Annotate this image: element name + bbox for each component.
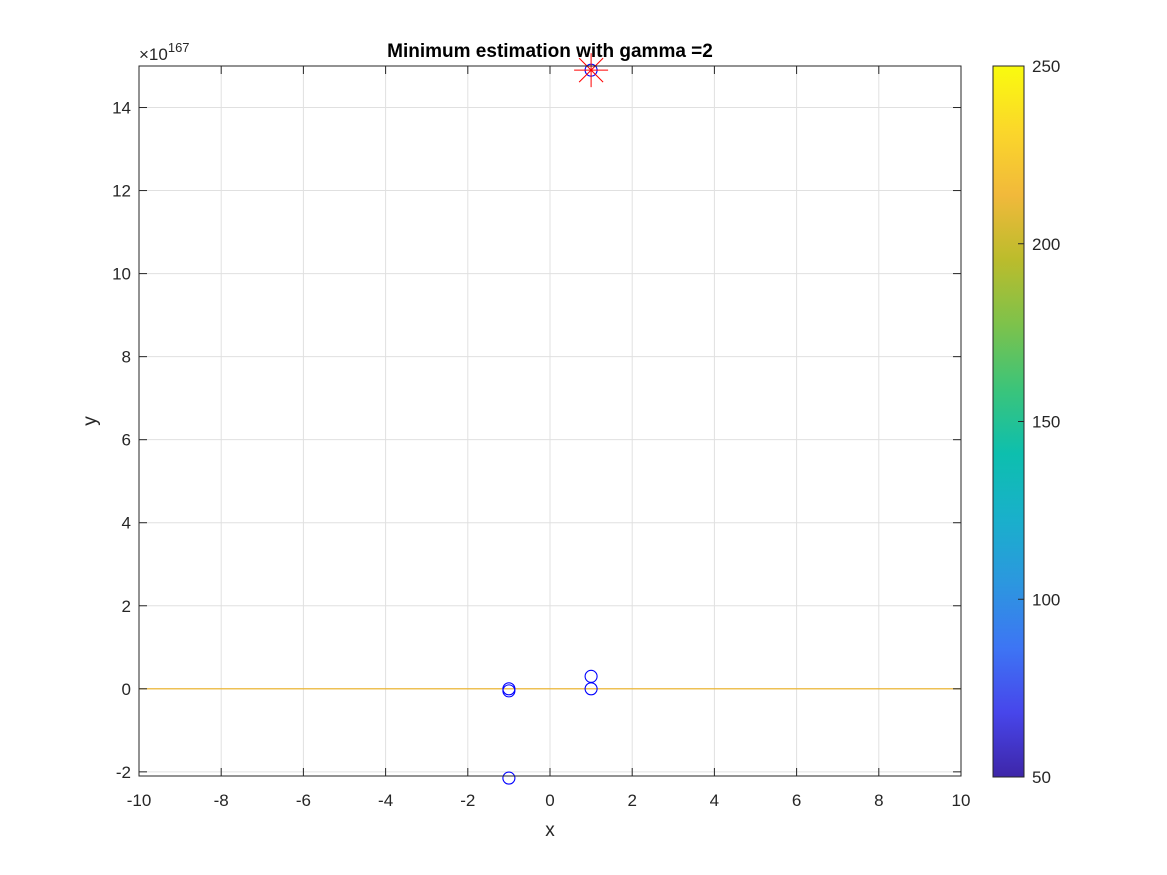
colorbar-tick-label: 200 bbox=[1032, 235, 1060, 254]
x-tick-label: 8 bbox=[874, 791, 883, 810]
y-tick-label: 8 bbox=[122, 348, 131, 367]
y-exponent-label: ×10167 bbox=[139, 40, 190, 64]
axes-box bbox=[138, 65, 962, 777]
x-tick-label: -2 bbox=[460, 791, 475, 810]
x-tick-label: -4 bbox=[378, 791, 393, 810]
x-tick-label: -10 bbox=[127, 791, 152, 810]
x-tick-label: 6 bbox=[792, 791, 801, 810]
minimum-marker bbox=[574, 53, 609, 88]
data-point bbox=[502, 684, 516, 698]
colorbar-tick-label: 100 bbox=[1032, 590, 1060, 609]
y-tick-label: 4 bbox=[122, 514, 131, 533]
colorbar-tick-label: 250 bbox=[1032, 57, 1060, 76]
minimum-marker-stroke bbox=[578, 57, 604, 83]
y-axis-label: y bbox=[80, 416, 101, 426]
x-tick-label: -8 bbox=[214, 791, 229, 810]
y-tick-label: 0 bbox=[122, 680, 131, 699]
x-axis-label: x bbox=[545, 820, 555, 841]
data-point bbox=[502, 771, 516, 785]
y-tick-label: 6 bbox=[122, 431, 131, 450]
x-tick-label: 4 bbox=[710, 791, 719, 810]
x-tick-labels: -10 -8 -6 -4 -2 0 2 4 6 8 10 bbox=[127, 791, 971, 810]
y-tick-labels: -2 0 2 4 6 8 10 12 14 bbox=[112, 99, 131, 782]
x-tick-label: 10 bbox=[952, 791, 971, 810]
x-tick-label: 0 bbox=[545, 791, 554, 810]
y-tick-label: 12 bbox=[112, 182, 131, 201]
colorbar-tick-label: 50 bbox=[1032, 768, 1051, 787]
colorbar-tick-label: 150 bbox=[1032, 413, 1060, 432]
y-tick-label: 2 bbox=[122, 597, 131, 616]
x-tick-label: 2 bbox=[627, 791, 636, 810]
grid bbox=[138, 66, 962, 776]
data-points bbox=[502, 63, 598, 785]
data-point bbox=[584, 682, 598, 696]
x-tick-label: -6 bbox=[296, 791, 311, 810]
y-tick-label: 10 bbox=[112, 265, 131, 284]
colorbar: 50 100 150 200 250 bbox=[992, 57, 1060, 787]
y-tick-label: 14 bbox=[112, 99, 131, 118]
y-tick-label: -2 bbox=[116, 763, 131, 782]
chart-title: Minimum estimation with gamma =2 bbox=[387, 41, 713, 62]
